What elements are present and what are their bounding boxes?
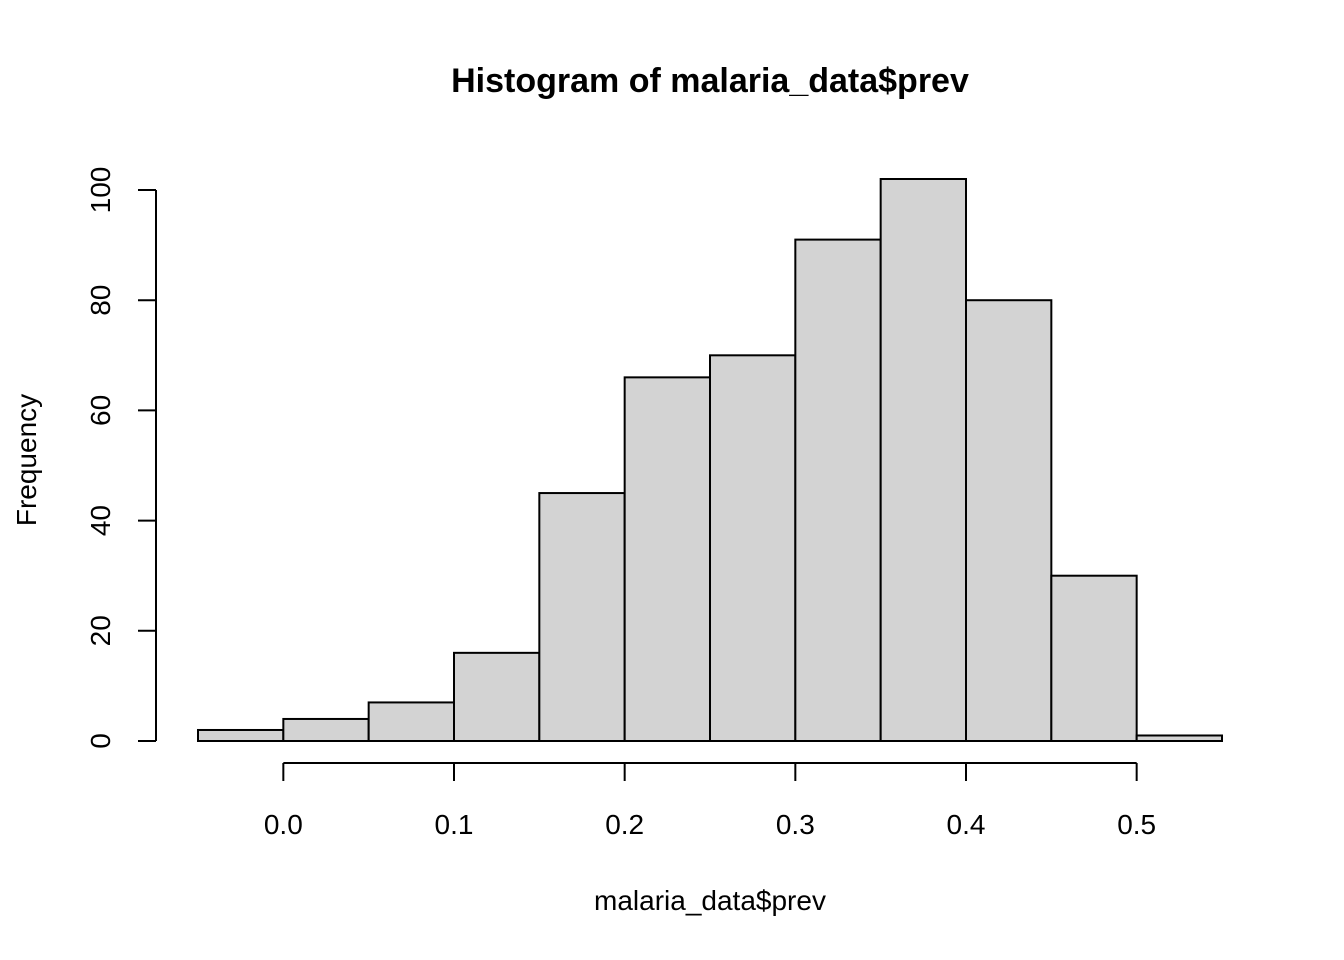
x-tick-label: 0.2 xyxy=(605,809,644,840)
histogram-bar xyxy=(282,717,370,742)
bars-group xyxy=(197,178,1223,743)
y-axis-label: Frequency xyxy=(11,394,42,526)
histogram-bar xyxy=(367,701,455,743)
histogram-bar xyxy=(623,376,712,742)
x-axis: 0.0 0.1 0.2 0.3 0.4 0.5 xyxy=(264,762,1156,840)
x-tick-label: 0.5 xyxy=(1117,809,1156,840)
y-axis: 0 20 40 60 80 100 xyxy=(85,167,157,749)
histogram-bar xyxy=(197,728,285,743)
y-tick-label: 0 xyxy=(85,733,116,749)
y-tick-label: 20 xyxy=(85,615,116,646)
histogram-bar xyxy=(709,354,797,742)
histogram-bar xyxy=(965,299,1053,742)
histogram-bar xyxy=(453,651,541,742)
y-tick-label: 40 xyxy=(85,505,116,536)
x-axis-label: malaria_data$prev xyxy=(594,885,826,916)
histogram-bar xyxy=(879,178,968,742)
y-tick-label: 100 xyxy=(85,167,116,214)
x-tick-label: 0.4 xyxy=(947,809,986,840)
histogram-bar xyxy=(1050,574,1138,742)
y-tick-label: 80 xyxy=(85,285,116,316)
y-tick-label: 60 xyxy=(85,395,116,426)
histogram-bar xyxy=(538,492,626,743)
x-tick-label: 0.1 xyxy=(435,809,474,840)
chart-title: Histogram of malaria_data$prev xyxy=(451,62,969,100)
histogram-bar xyxy=(794,238,882,742)
x-tick-label: 0.0 xyxy=(264,809,303,840)
x-tick-label: 0.3 xyxy=(776,809,815,840)
histogram-bar xyxy=(1135,734,1223,742)
